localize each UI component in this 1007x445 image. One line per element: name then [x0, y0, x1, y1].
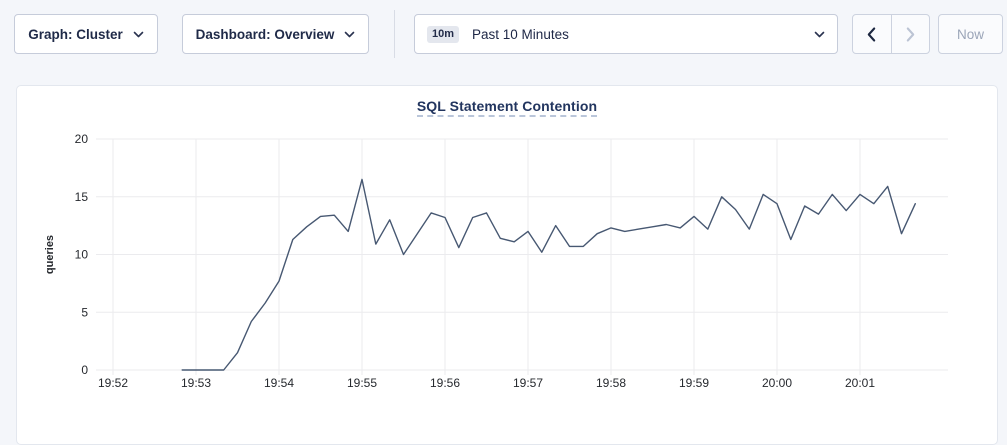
- x-tick-label: 19:58: [596, 376, 626, 390]
- chart-title[interactable]: SQL Statement Contention: [416, 98, 598, 117]
- x-tick-label: 19:55: [347, 376, 377, 390]
- chevron-left-icon: [867, 26, 876, 42]
- y-tick-label: 20: [75, 132, 89, 146]
- time-range-selector[interactable]: 10m Past 10 Minutes: [414, 14, 838, 54]
- time-range-badge: 10m: [427, 25, 460, 43]
- chevron-down-icon: [814, 31, 825, 38]
- chevron-right-icon: [906, 26, 915, 42]
- now-button[interactable]: Now: [938, 14, 1003, 54]
- chevron-down-icon: [344, 31, 355, 38]
- series-line: [181, 178, 916, 371]
- time-range-label: Past 10 Minutes: [472, 26, 569, 42]
- y-tick-label: 10: [75, 248, 89, 262]
- graph-dropdown-label: Graph: Cluster: [28, 26, 123, 42]
- time-prev-button[interactable]: [853, 15, 891, 53]
- x-tick-label: 19:56: [430, 376, 460, 390]
- x-tick-label: 19:52: [98, 376, 128, 390]
- x-tick-label: 19:53: [181, 376, 211, 390]
- x-tick-label: 19:57: [513, 376, 543, 390]
- chart-card: SQL Statement Contention 19:52 19:53 19:54…: [16, 85, 998, 445]
- dashboard-dropdown-label: Dashboard: Overview: [195, 26, 335, 42]
- line-chart[interactable]: 19:52 19:53 19:54 19:55 19:56 19:57 19:58 19:59…: [17, 86, 999, 433]
- chart-title-row: SQL Statement Contention: [17, 98, 997, 117]
- dashboard-dropdown[interactable]: Dashboard: Overview: [182, 14, 369, 54]
- x-tick-label: 20:00: [762, 376, 792, 390]
- toolbar: Graph: Cluster Dashboard: Overview 10m P…: [0, 0, 1007, 70]
- x-tick-label: 19:59: [679, 376, 709, 390]
- toolbar-divider: [394, 10, 395, 58]
- y-tick-label: 15: [75, 190, 89, 204]
- graph-dropdown[interactable]: Graph: Cluster: [14, 14, 158, 54]
- time-next-button[interactable]: [890, 15, 930, 53]
- y-axis-label: queries: [44, 235, 56, 274]
- chevron-down-icon: [133, 31, 144, 38]
- y-tick-label: 0: [81, 363, 88, 377]
- time-nav-group: [852, 14, 930, 54]
- y-tick-label: 5: [81, 305, 88, 319]
- x-tick-label: 19:54: [264, 376, 294, 390]
- x-tick-label: 20:01: [845, 376, 875, 390]
